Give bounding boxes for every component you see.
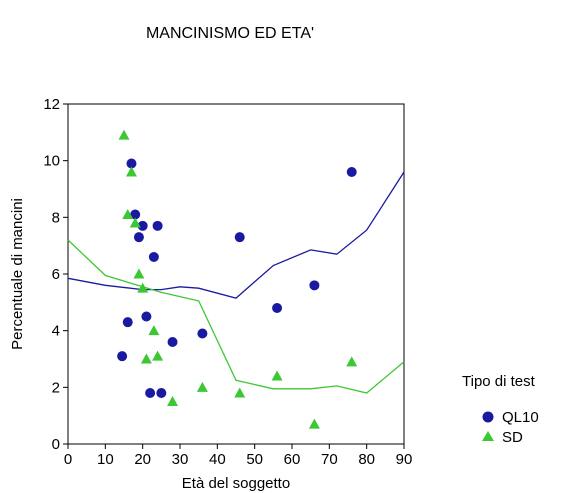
point-ql10: [156, 388, 167, 398]
legend-title: Tipo di test: [462, 373, 536, 390]
point-ql10: [122, 317, 133, 328]
point-sd: [346, 356, 358, 367]
x-tick-label: 20: [134, 451, 151, 468]
y-tick-label: 12: [43, 96, 60, 113]
x-tick-label: 10: [97, 451, 114, 468]
x-tick-label: 80: [358, 451, 375, 468]
x-tick-label: 50: [246, 451, 263, 468]
legend-marker-ql10: [482, 411, 494, 423]
x-tick-label: 0: [64, 451, 72, 468]
point-sd: [118, 129, 130, 140]
legend-label-ql10: QL10: [502, 409, 539, 426]
point-sd: [122, 209, 134, 219]
legend: Tipo di test QL10 SD: [462, 373, 539, 446]
point-ql10: [145, 388, 156, 398]
point-sd: [234, 387, 246, 398]
point-ql10: [137, 220, 148, 231]
trend-line-sd: [67, 239, 405, 394]
chart-title: MANCINISMO ED ETA': [146, 25, 314, 42]
point-sd: [125, 166, 137, 177]
point-ql10: [346, 167, 357, 177]
point-sd: [167, 396, 179, 406]
point-ql10: [152, 220, 163, 231]
point-ql10: [309, 280, 320, 291]
x-tick-label: 90: [396, 451, 413, 468]
point-ql10: [141, 311, 152, 322]
y-tick-label: 2: [52, 379, 60, 396]
plot-area: [67, 103, 405, 445]
y-tick-label: 8: [52, 209, 60, 226]
x-tick-label: 60: [284, 451, 301, 468]
y-tick-label: 4: [52, 323, 60, 340]
y-tick-label: 6: [52, 266, 60, 283]
point-ql10: [117, 351, 128, 362]
point-ql10: [197, 328, 208, 339]
y-tick-label: 0: [52, 436, 60, 453]
point-sd: [140, 353, 152, 364]
point-ql10: [234, 232, 245, 243]
x-axis-label: Età del soggetto: [182, 475, 290, 492]
point-ql10: [167, 337, 178, 347]
trend-line-ql10: [67, 171, 405, 299]
point-ql10: [133, 232, 144, 243]
point-ql10: [272, 303, 283, 313]
x-tick-label: 40: [209, 451, 226, 468]
point-sd: [137, 282, 149, 293]
y-axis-ticks: 0 2 4 6 8 10 12: [43, 96, 68, 453]
point-sd: [152, 350, 164, 361]
point-ql10: [130, 209, 141, 220]
point-sd: [271, 370, 283, 381]
point-sd: [133, 268, 145, 279]
legend-label-sd: SD: [502, 429, 523, 446]
point-sd: [196, 381, 208, 392]
x-tick-label: 70: [321, 451, 338, 468]
point-ql10: [126, 158, 137, 169]
data-markers: [117, 129, 358, 429]
point-sd: [129, 217, 141, 228]
legend-marker-sd: [482, 431, 494, 441]
point-sd: [308, 418, 320, 429]
x-axis-ticks: 0 10 20 30 40 50 60 70 80 90: [64, 444, 413, 468]
trend-lines: [67, 171, 405, 394]
y-axis-label: Percentuale di mancini: [9, 198, 26, 350]
point-ql10: [148, 252, 159, 262]
point-sd: [148, 325, 160, 336]
y-tick-label: 10: [43, 153, 60, 170]
x-tick-label: 30: [172, 451, 189, 468]
